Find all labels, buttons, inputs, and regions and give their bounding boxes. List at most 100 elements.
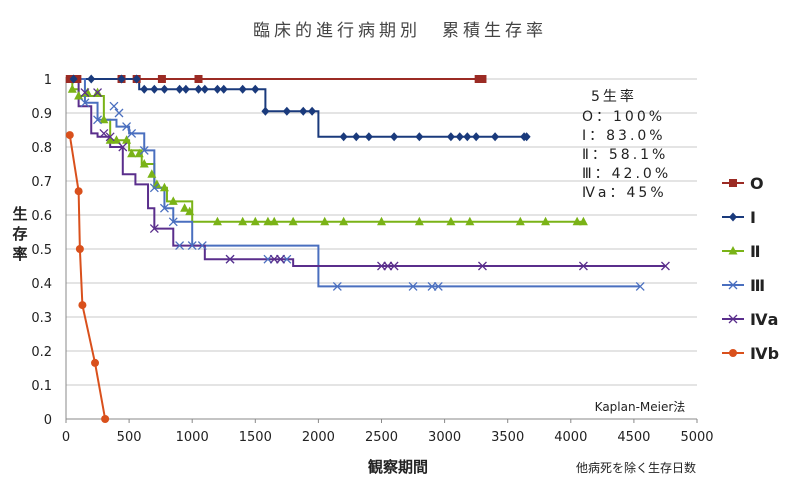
data-point	[238, 216, 248, 226]
series-markers-4	[80, 88, 670, 271]
data-point	[69, 74, 78, 84]
data-point	[541, 216, 551, 226]
y-tick-label: 0.4	[31, 277, 52, 292]
data-point	[269, 254, 279, 264]
data-point	[105, 132, 115, 142]
legend: O Ⅰ Ⅱ Ⅲ Ⅳa Ⅳb	[722, 174, 779, 363]
data-point	[219, 84, 228, 94]
data-point	[82, 87, 92, 97]
data-point	[200, 84, 209, 94]
legend-swatch-marker	[729, 349, 737, 357]
data-point	[515, 216, 525, 226]
data-point	[122, 135, 132, 144]
legend-label: Ⅳa	[750, 310, 778, 329]
y-tick-label: 0.1	[31, 379, 52, 394]
data-point	[185, 206, 195, 216]
x-tick-label: 1000	[176, 430, 209, 445]
data-point	[74, 187, 83, 196]
y-tick-label: 0.3	[31, 311, 52, 326]
data-point	[180, 203, 190, 212]
data-point	[276, 254, 285, 264]
data-point	[101, 415, 110, 423]
x-tick-label: 3000	[428, 430, 461, 445]
y-tick-label: 1	[44, 73, 52, 88]
series-layer	[66, 78, 666, 420]
data-point	[308, 106, 317, 116]
data-point	[197, 241, 207, 251]
data-point	[455, 132, 464, 142]
x-axis-note: 他病死を除く生存日数	[576, 460, 696, 475]
data-point	[299, 106, 308, 116]
x-tick-label: 5000	[680, 430, 713, 445]
legend-item: Ⅱ	[722, 242, 761, 261]
data-point	[263, 216, 273, 226]
five-year-rate-i: Ⅰ：83.0%	[582, 128, 666, 144]
x-tick-label: 0	[62, 430, 70, 445]
data-point	[339, 132, 348, 142]
data-point	[159, 203, 169, 213]
legend-swatch-marker	[728, 280, 738, 290]
x-tick-label: 500	[117, 430, 142, 445]
data-point	[159, 182, 169, 192]
y-tick-label: 0.5	[31, 243, 52, 258]
legend-label: Ⅳb	[750, 344, 779, 363]
data-point	[175, 241, 185, 251]
method-note: Kaplan-Meier法	[595, 400, 686, 414]
legend-label: Ⅰ	[750, 208, 756, 227]
data-point	[389, 261, 399, 271]
grid-lines	[66, 78, 697, 386]
legend-swatch-marker	[729, 212, 737, 222]
y-tick-label: 0.7	[31, 175, 52, 190]
data-point	[87, 74, 96, 84]
legend-item: Ⅲ	[722, 276, 765, 295]
data-point	[65, 131, 74, 140]
series-line-5	[68, 134, 107, 420]
data-point	[238, 84, 247, 94]
data-point	[282, 254, 292, 264]
data-point	[352, 132, 361, 142]
data-point	[491, 132, 500, 142]
five-year-rate-ii: Ⅱ：58.1%	[582, 147, 668, 163]
five-year-rate-iva: Ⅳa：45%	[582, 185, 667, 201]
data-point	[269, 216, 279, 226]
series-line-1	[66, 78, 527, 138]
data-point	[414, 216, 424, 226]
data-point	[140, 84, 149, 94]
data-point	[377, 261, 386, 271]
data-point	[225, 254, 235, 264]
data-point	[149, 183, 159, 193]
data-point	[150, 84, 159, 94]
data-point	[118, 142, 128, 152]
data-point	[127, 128, 137, 138]
data-point	[213, 84, 222, 94]
data-point	[117, 74, 126, 84]
legend-swatch-marker	[728, 314, 738, 324]
data-point	[263, 254, 273, 264]
data-point	[446, 216, 456, 226]
x-tick-label: 4500	[617, 430, 650, 445]
data-point	[99, 128, 109, 138]
data-point	[194, 75, 203, 83]
y-axis-title: 生存率	[12, 205, 27, 263]
data-point	[578, 216, 588, 226]
data-point	[93, 88, 103, 98]
data-point	[339, 216, 349, 226]
data-point	[478, 75, 487, 83]
data-point	[250, 216, 260, 226]
data-point	[282, 106, 291, 116]
data-point	[212, 216, 222, 226]
data-point	[152, 179, 162, 188]
data-point	[572, 216, 582, 226]
data-point	[465, 216, 475, 226]
data-point	[472, 132, 481, 142]
data-point	[74, 91, 84, 100]
data-point	[134, 148, 144, 158]
legend-item: Ⅳb	[722, 344, 779, 363]
legend-swatch-marker	[729, 179, 737, 187]
data-point	[660, 261, 670, 271]
data-point	[522, 132, 531, 142]
data-point	[377, 216, 386, 226]
data-point	[99, 114, 109, 124]
y-tick-label: 0.9	[31, 107, 52, 122]
